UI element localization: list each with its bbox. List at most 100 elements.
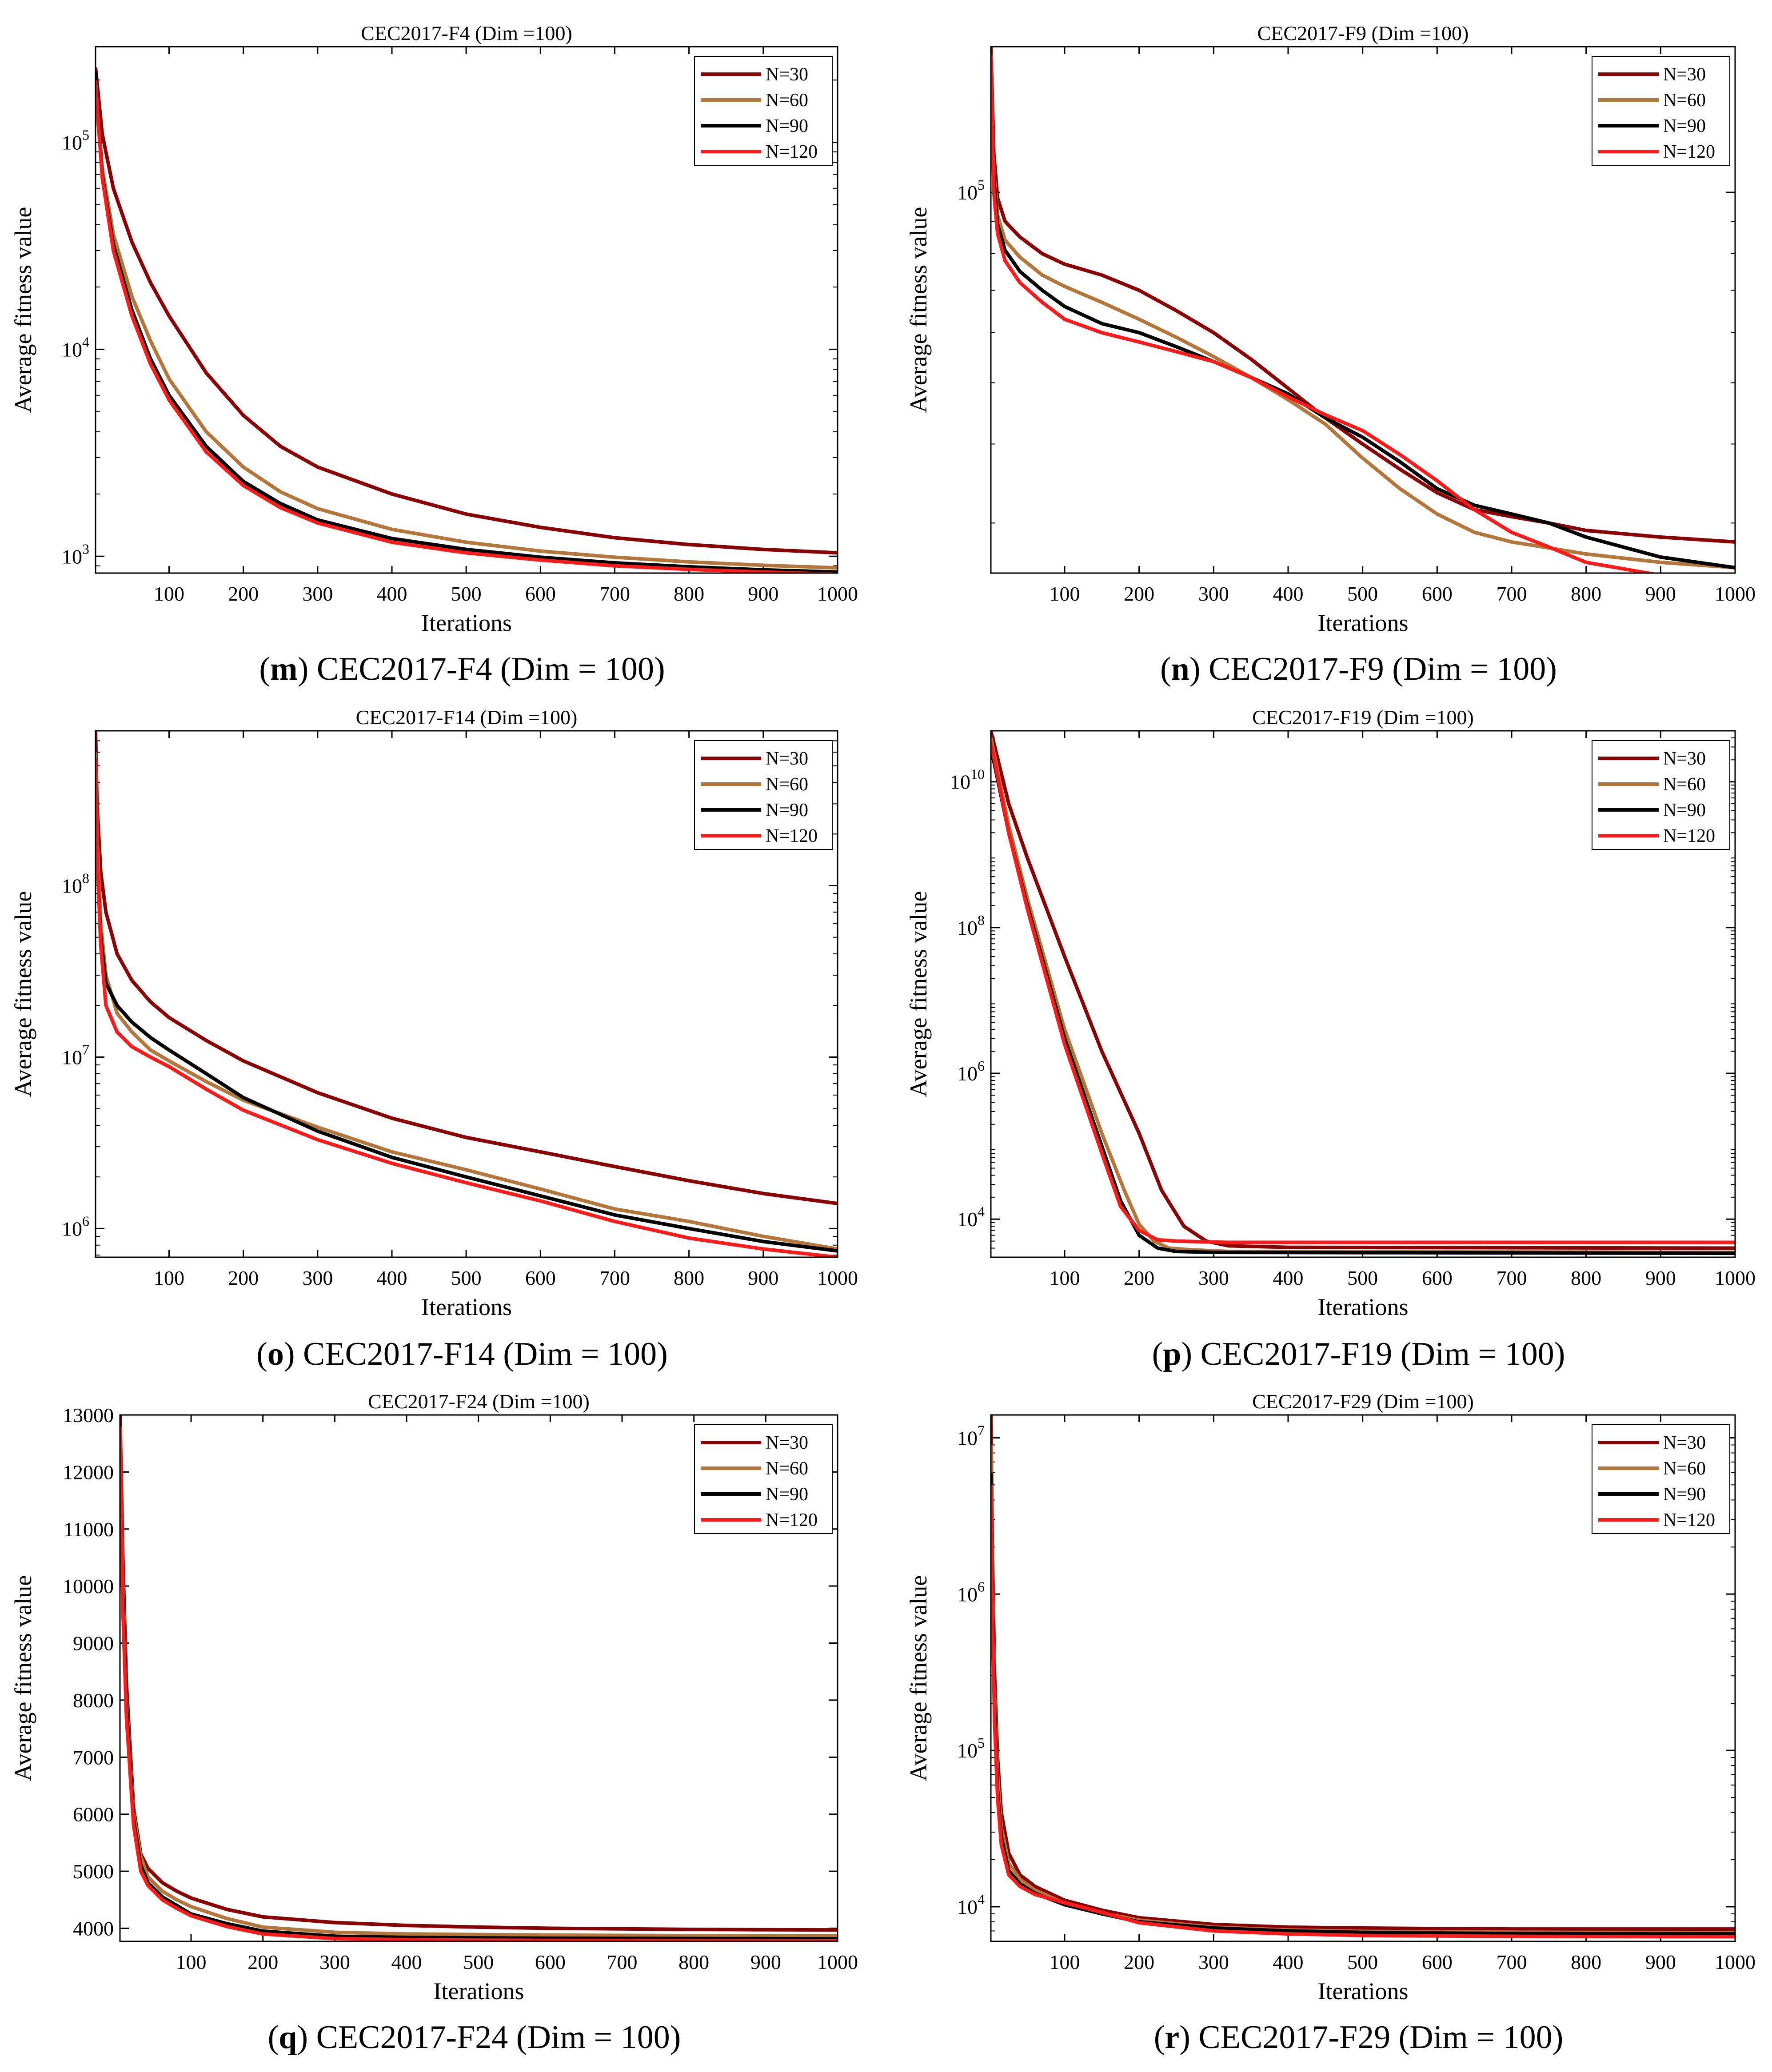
x-tick-label: 1000 (1715, 582, 1756, 605)
legend: N=30 N=60 N=90 N=120 (1592, 56, 1730, 166)
x-tick-label: 100 (1049, 582, 1080, 605)
legend-label: N=30 (766, 749, 808, 769)
series-line-n-120 (120, 1426, 838, 1941)
x-tick-label: 900 (750, 1951, 781, 1973)
legend-label: N=30 (1663, 64, 1706, 85)
y-tick-label: 7000 (73, 1746, 114, 1769)
x-tick-label: 200 (228, 582, 259, 605)
x-tick-label: 300 (302, 582, 333, 605)
x-tick-label: 900 (1645, 1951, 1676, 1973)
series-line-n-90 (120, 1472, 838, 1941)
x-tick-label: 700 (607, 1951, 638, 1973)
legend-label: N=120 (1663, 142, 1715, 162)
x-tick-label: 100 (176, 1951, 207, 1973)
y-axis-label: Average fitness value (905, 207, 932, 413)
series-line-n-30 (96, 67, 838, 555)
x-tick-label: 700 (599, 582, 630, 605)
y-tick-label: 106 (62, 1213, 89, 1240)
legend-label: N=120 (766, 142, 818, 162)
y-axis-label: Average fitness value (10, 891, 36, 1097)
legend: N=30 N=60 N=90 N=120 (1592, 740, 1730, 850)
x-tick-label: 300 (302, 1267, 333, 1289)
plot-frame (990, 46, 1736, 574)
panel-caption: (n) CEC2017-F9 (Dim = 100) (1160, 651, 1557, 687)
panel-caption: (p) CEC2017-F19 (Dim = 100) (1152, 1336, 1565, 1372)
series-line-n-30 (991, 731, 1735, 1250)
x-tick-label: 300 (319, 1951, 350, 1973)
x-tick-label: 800 (1571, 582, 1601, 605)
legend-label: N=120 (766, 1510, 818, 1530)
y-tick-label: 106 (957, 1578, 985, 1606)
x-tick-label: 600 (1422, 582, 1453, 605)
series-line-n-120 (991, 55, 1658, 573)
y-tick-label: 8000 (73, 1689, 114, 1712)
chart-title: CEC2017-F4 (Dim =100) (361, 22, 572, 44)
x-tick-label: 800 (678, 1951, 709, 1973)
series-line-n-120 (96, 758, 838, 1257)
y-tick-label: 108 (957, 912, 985, 939)
x-tick-label: 500 (451, 582, 482, 605)
x-tick-label: 900 (748, 582, 778, 605)
x-tick-label: 900 (748, 1267, 778, 1289)
y-tick-label: 13000 (63, 1404, 114, 1426)
x-tick-label: 400 (376, 582, 407, 605)
legend-label: N=60 (1663, 90, 1706, 111)
y-tick-label: 1010 (950, 766, 985, 793)
x-axis-label: Iterations (434, 1978, 524, 2004)
legend-label: N=30 (766, 1433, 808, 1453)
y-axis-label: Average fitness value (905, 1575, 932, 1781)
y-tick-label: 10000 (63, 1575, 114, 1598)
chart-title: CEC2017-F9 (Dim =100) (1257, 22, 1469, 44)
x-tick-label: 1000 (1715, 1951, 1756, 1973)
x-tick-label: 200 (1124, 582, 1154, 605)
x-tick-label: 900 (1645, 582, 1676, 605)
y-tick-label: 105 (957, 1735, 985, 1762)
x-tick-label: 700 (1496, 1267, 1527, 1289)
series-line-n-30 (96, 731, 838, 1205)
chart-title: CEC2017-F14 (Dim =100) (356, 706, 578, 729)
x-tick-label: 600 (525, 1267, 556, 1289)
x-tick-label: 1000 (817, 582, 858, 605)
panel-caption: (r) CEC2017-F29 (Dim = 100) (1154, 2019, 1563, 2056)
legend-label: N=60 (1663, 1458, 1706, 1479)
x-tick-label: 400 (376, 1267, 407, 1289)
y-axis-label: Average fitness value (10, 207, 36, 413)
x-tick-label: 1000 (817, 1267, 858, 1289)
series-line-n-120 (991, 741, 1735, 1244)
legend: N=30 N=60 N=90 N=120 (1592, 1424, 1730, 1534)
y-axis-label: Average fitness value (905, 891, 932, 1097)
legend-label: N=60 (766, 1458, 808, 1479)
x-tick-label: 200 (228, 1267, 259, 1289)
y-tick-label: 103 (62, 541, 89, 568)
x-tick-label: 600 (1422, 1267, 1453, 1289)
x-tick-label: 100 (154, 582, 184, 605)
legend-label: N=30 (766, 64, 808, 85)
x-tick-label: 400 (1273, 1267, 1303, 1289)
x-tick-label: 800 (1571, 1951, 1601, 1973)
y-tick-label: 107 (62, 1041, 89, 1068)
chart-panel-q: CEC2017-F24 (Dim =100) 100 200 300 400 500 600… (10, 1390, 858, 2056)
legend-label: N=120 (1663, 826, 1715, 846)
series-line-n-60 (96, 94, 838, 570)
x-tick-label: 800 (1571, 1267, 1601, 1289)
y-tick-label: 105 (957, 177, 985, 204)
x-tick-label: 700 (1496, 1951, 1527, 1973)
x-tick-label: 300 (1198, 1951, 1229, 1973)
legend-label: N=60 (1663, 774, 1706, 795)
x-tick-label: 900 (1645, 1267, 1676, 1289)
x-tick-label: 600 (525, 582, 556, 605)
chart-title: CEC2017-F24 (Dim =100) (368, 1390, 590, 1413)
chart-title: CEC2017-F29 (Dim =100) (1252, 1390, 1474, 1413)
legend: N=30 N=60 N=90 N=120 (694, 56, 833, 166)
y-tick-label: 6000 (73, 1803, 114, 1826)
y-tick-label: 104 (957, 1203, 985, 1231)
legend: N=30 N=60 N=90 N=120 (694, 1424, 833, 1534)
y-tick-label: 105 (62, 127, 89, 154)
plot-frame (119, 1414, 838, 1942)
x-tick-label: 400 (1273, 582, 1303, 605)
x-tick-label: 100 (154, 1267, 184, 1289)
chart-panel-m: CEC2017-F4 (Dim =100) 100 200 300 400 500 600 7… (10, 22, 858, 687)
x-tick-label: 500 (1347, 582, 1378, 605)
y-tick-label: 11000 (64, 1518, 114, 1541)
